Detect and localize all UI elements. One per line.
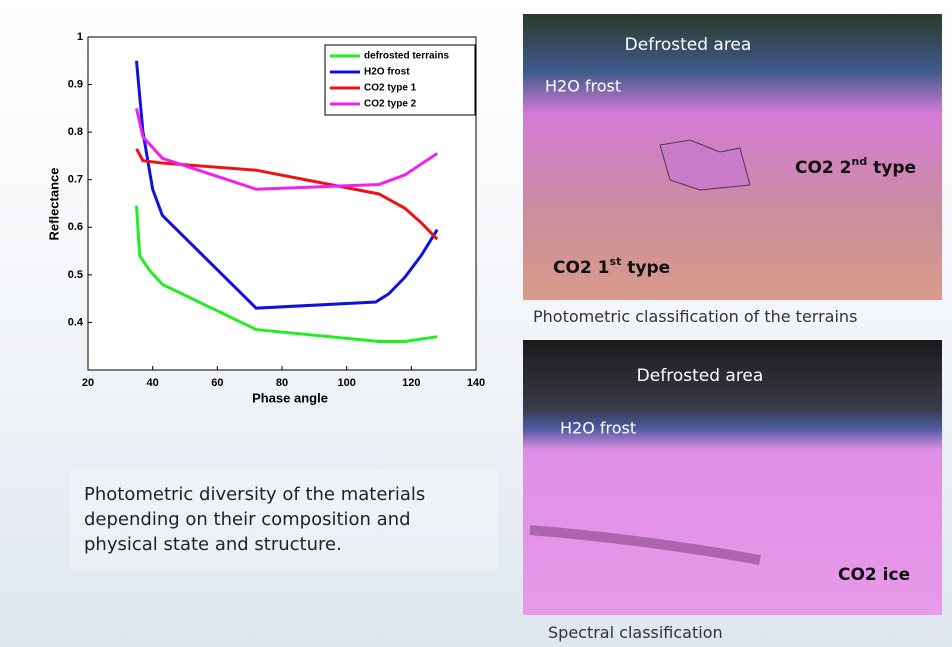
map-label: CO2 2nd type (795, 155, 916, 178)
y-tick-label: 0.8 (68, 126, 83, 138)
map-label: CO2 1st type (553, 255, 670, 278)
map-label: CO2 ice (838, 565, 910, 585)
map-label: Defrosted area (637, 366, 764, 386)
map-caption: Photometric classification of the terrai… (533, 307, 858, 326)
x-axis-label: Phase angle (252, 390, 328, 405)
x-tick-label: 140 (467, 377, 485, 389)
streak (529, 525, 761, 565)
x-tick-label: 100 (337, 377, 355, 389)
y-tick-label: 0.9 (68, 78, 83, 90)
x-tick-label: 60 (211, 377, 223, 389)
y-tick-label: 0.4 (68, 316, 84, 328)
legend-label: CO2 type 2 (364, 99, 417, 110)
y-axis-label: Reflectance (46, 168, 61, 241)
legend-label: CO2 type 1 (364, 83, 417, 94)
crater (659, 139, 751, 191)
y-tick-label: 0.5 (68, 269, 83, 281)
series-line (135, 205, 438, 343)
x-tick-label: 40 (147, 377, 159, 389)
chart: Phase angle Reflectance 20 40 60 80 100 120 14… (46, 31, 485, 406)
y-tick-label: 0.7 (68, 174, 83, 186)
y-tick-label: 1 (77, 31, 83, 43)
map-label: Defrosted area (625, 35, 752, 55)
spectral-map (523, 340, 942, 615)
map-label: H2O frost (545, 77, 621, 96)
legend-label: H2O frost (364, 67, 410, 78)
series-line (135, 148, 439, 241)
x-tick-label: 80 (276, 377, 288, 389)
x-tick-label: 120 (402, 377, 420, 389)
map-caption: Spectral classification (548, 623, 723, 642)
x-tick-label: 20 (82, 377, 94, 389)
map-label: H2O frost (560, 419, 636, 438)
caption: Photometric diversity of the materials d… (70, 470, 498, 569)
legend-label: defrosted terrains (364, 51, 449, 62)
y-tick-label: 0.6 (68, 221, 83, 233)
series-line (135, 108, 439, 191)
